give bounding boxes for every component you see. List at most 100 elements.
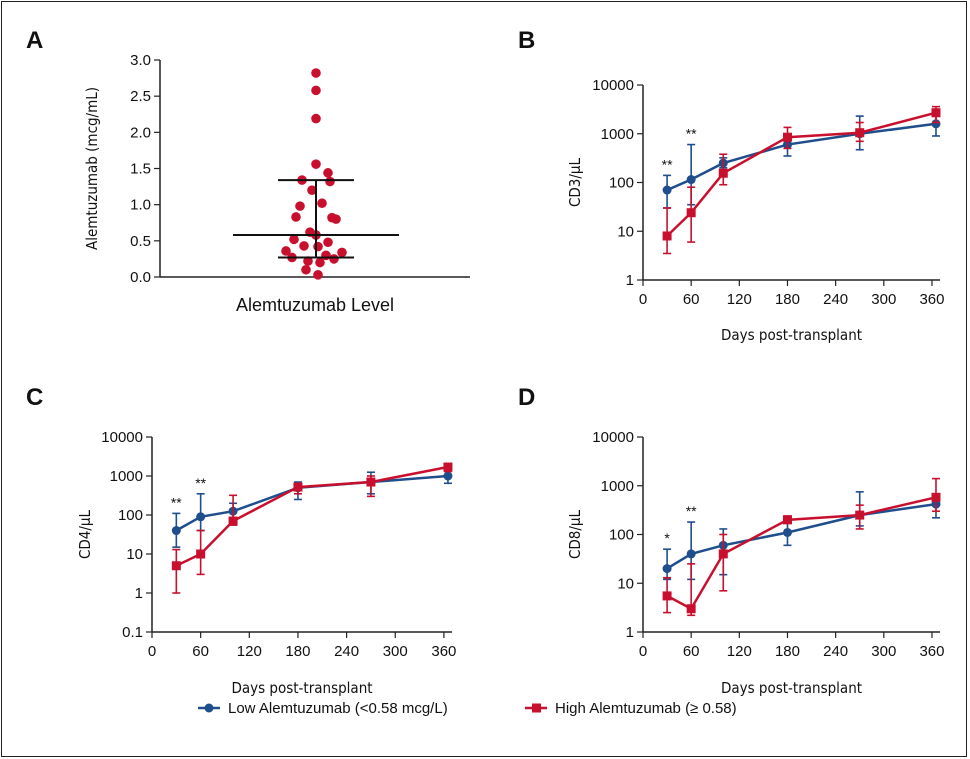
data-point	[311, 85, 321, 96]
series-high	[171, 462, 453, 594]
x-category-label: Alemtuzumab Level	[236, 295, 394, 315]
data-point	[931, 119, 941, 129]
significance-marker: *	[664, 530, 670, 546]
series-line	[666, 122, 937, 192]
series-line	[666, 111, 937, 237]
panel-label-a: A	[26, 27, 43, 54]
x-tick-label: 240	[823, 291, 848, 308]
x-tick-label: 300	[871, 291, 896, 308]
data-point	[686, 208, 696, 218]
legend-label-high: High Alemtuzumab (≥ 0.58)	[555, 700, 737, 717]
y-tick-label: 10000	[101, 429, 143, 446]
x-tick-label: 300	[871, 643, 896, 660]
series-low	[171, 468, 453, 548]
data-point	[311, 159, 321, 169]
data-point	[313, 241, 323, 252]
data-point	[289, 234, 299, 245]
data-point	[291, 212, 301, 222]
panel-label-b: B	[518, 27, 535, 54]
legend-marker-square	[532, 703, 541, 713]
y-tick-label: 1000	[601, 478, 634, 495]
panel-label-d: D	[518, 384, 535, 411]
y-axis-title: CD8/μL	[566, 509, 584, 559]
data-point	[228, 516, 238, 526]
x-tick-label: 0	[639, 643, 647, 660]
x-tick-label: 60	[683, 643, 700, 660]
legend-label-low: Low Alemtuzumab (<0.58 mcg/L)	[228, 700, 448, 717]
data-point	[337, 247, 347, 258]
data-point	[196, 512, 206, 522]
data-point	[855, 128, 865, 138]
y-tick-label: 100	[609, 527, 634, 544]
panel-a-scatter: 0.0 0.5 1.0 1.5 2.0 2.5 3.0 Alemtuzumab (mcg/mL…	[83, 52, 470, 315]
data-point	[718, 168, 728, 178]
data-point	[311, 68, 321, 78]
y-tick-label: 0.1	[122, 624, 143, 641]
y-tick-label: 2.0	[130, 124, 151, 141]
series-line	[175, 474, 449, 532]
data-point	[782, 527, 792, 537]
x-tick-label: 0	[148, 643, 156, 660]
data-point	[931, 108, 941, 118]
y-axis-title: Alemtuzumab (mcg/mL)	[83, 87, 101, 250]
x-tick-label: 360	[919, 291, 944, 308]
panel-label-c: C	[26, 384, 43, 411]
data-point	[171, 526, 181, 536]
data-point	[366, 477, 376, 487]
data-point	[299, 241, 309, 251]
y-tick-label: 10000	[592, 429, 634, 446]
x-tick-label: 180	[285, 643, 310, 660]
x-tick-label: 240	[823, 643, 848, 660]
y-axis-title: CD3/μL	[566, 157, 584, 207]
data-point	[443, 471, 453, 481]
data-point	[307, 185, 317, 195]
y-tick-label: 2.5	[130, 88, 151, 105]
data-point	[315, 257, 325, 268]
panel-c-cd4: 0.1 1 10 100 1000 10000 0 60 120 180 240 300 360 CD4/…	[76, 429, 456, 697]
data-point	[293, 482, 303, 492]
series-high	[662, 105, 941, 255]
data-point	[662, 185, 672, 195]
data-point	[317, 198, 327, 209]
y-tick-label: 100	[609, 175, 634, 192]
y-tick-label: 1	[135, 585, 143, 602]
data-point	[782, 132, 792, 142]
data-point	[662, 564, 672, 574]
data-point	[323, 237, 333, 248]
legend-item-low: Low Alemtuzumab (<0.58 mcg/L)	[198, 700, 448, 717]
data-point	[686, 604, 696, 614]
legend: Low Alemtuzumab (<0.58 mcg/L) High Alemt…	[198, 700, 737, 717]
data-point	[325, 176, 335, 187]
data-point	[171, 561, 181, 571]
y-tick-label: 1000	[601, 126, 634, 143]
y-tick-label: 0.0	[130, 269, 151, 286]
y-tick-label: 10000	[592, 77, 634, 94]
significance-marker: **	[686, 503, 697, 519]
series-line	[666, 502, 937, 570]
x-tick-label: 180	[775, 643, 800, 660]
panel-d-cd8: 1 10 100 1000 10000 0 60 120 180 240 300 360 CD8/μL D…	[566, 429, 944, 697]
data-point	[662, 591, 672, 601]
data-point	[323, 168, 333, 178]
data-point	[295, 201, 305, 211]
legend-item-high: High Alemtuzumab (≥ 0.58)	[525, 700, 737, 717]
data-point	[686, 549, 696, 559]
data-point	[311, 113, 321, 124]
y-axis-title: CD4/μL	[76, 509, 94, 559]
x-tick-label: 0	[639, 291, 647, 308]
data-point	[303, 256, 313, 266]
x-tick-label: 240	[334, 643, 359, 660]
data-point	[301, 264, 311, 275]
data-point	[855, 510, 865, 520]
series-line	[666, 496, 937, 611]
data-point	[313, 270, 323, 280]
x-tick-label: 60	[683, 291, 700, 308]
x-tick-label: 360	[919, 643, 944, 660]
x-tick-label: 360	[431, 643, 456, 660]
y-tick-label: 0.5	[130, 233, 151, 250]
data-point	[686, 175, 696, 185]
data-point	[782, 515, 792, 525]
y-tick-label: 100	[118, 507, 143, 524]
y-tick-label: 1.5	[130, 161, 151, 178]
panel-b-cd3: 1 10 100 1000 10000 0 60 120 180 240 300 360 CD3/μL D…	[566, 77, 944, 344]
